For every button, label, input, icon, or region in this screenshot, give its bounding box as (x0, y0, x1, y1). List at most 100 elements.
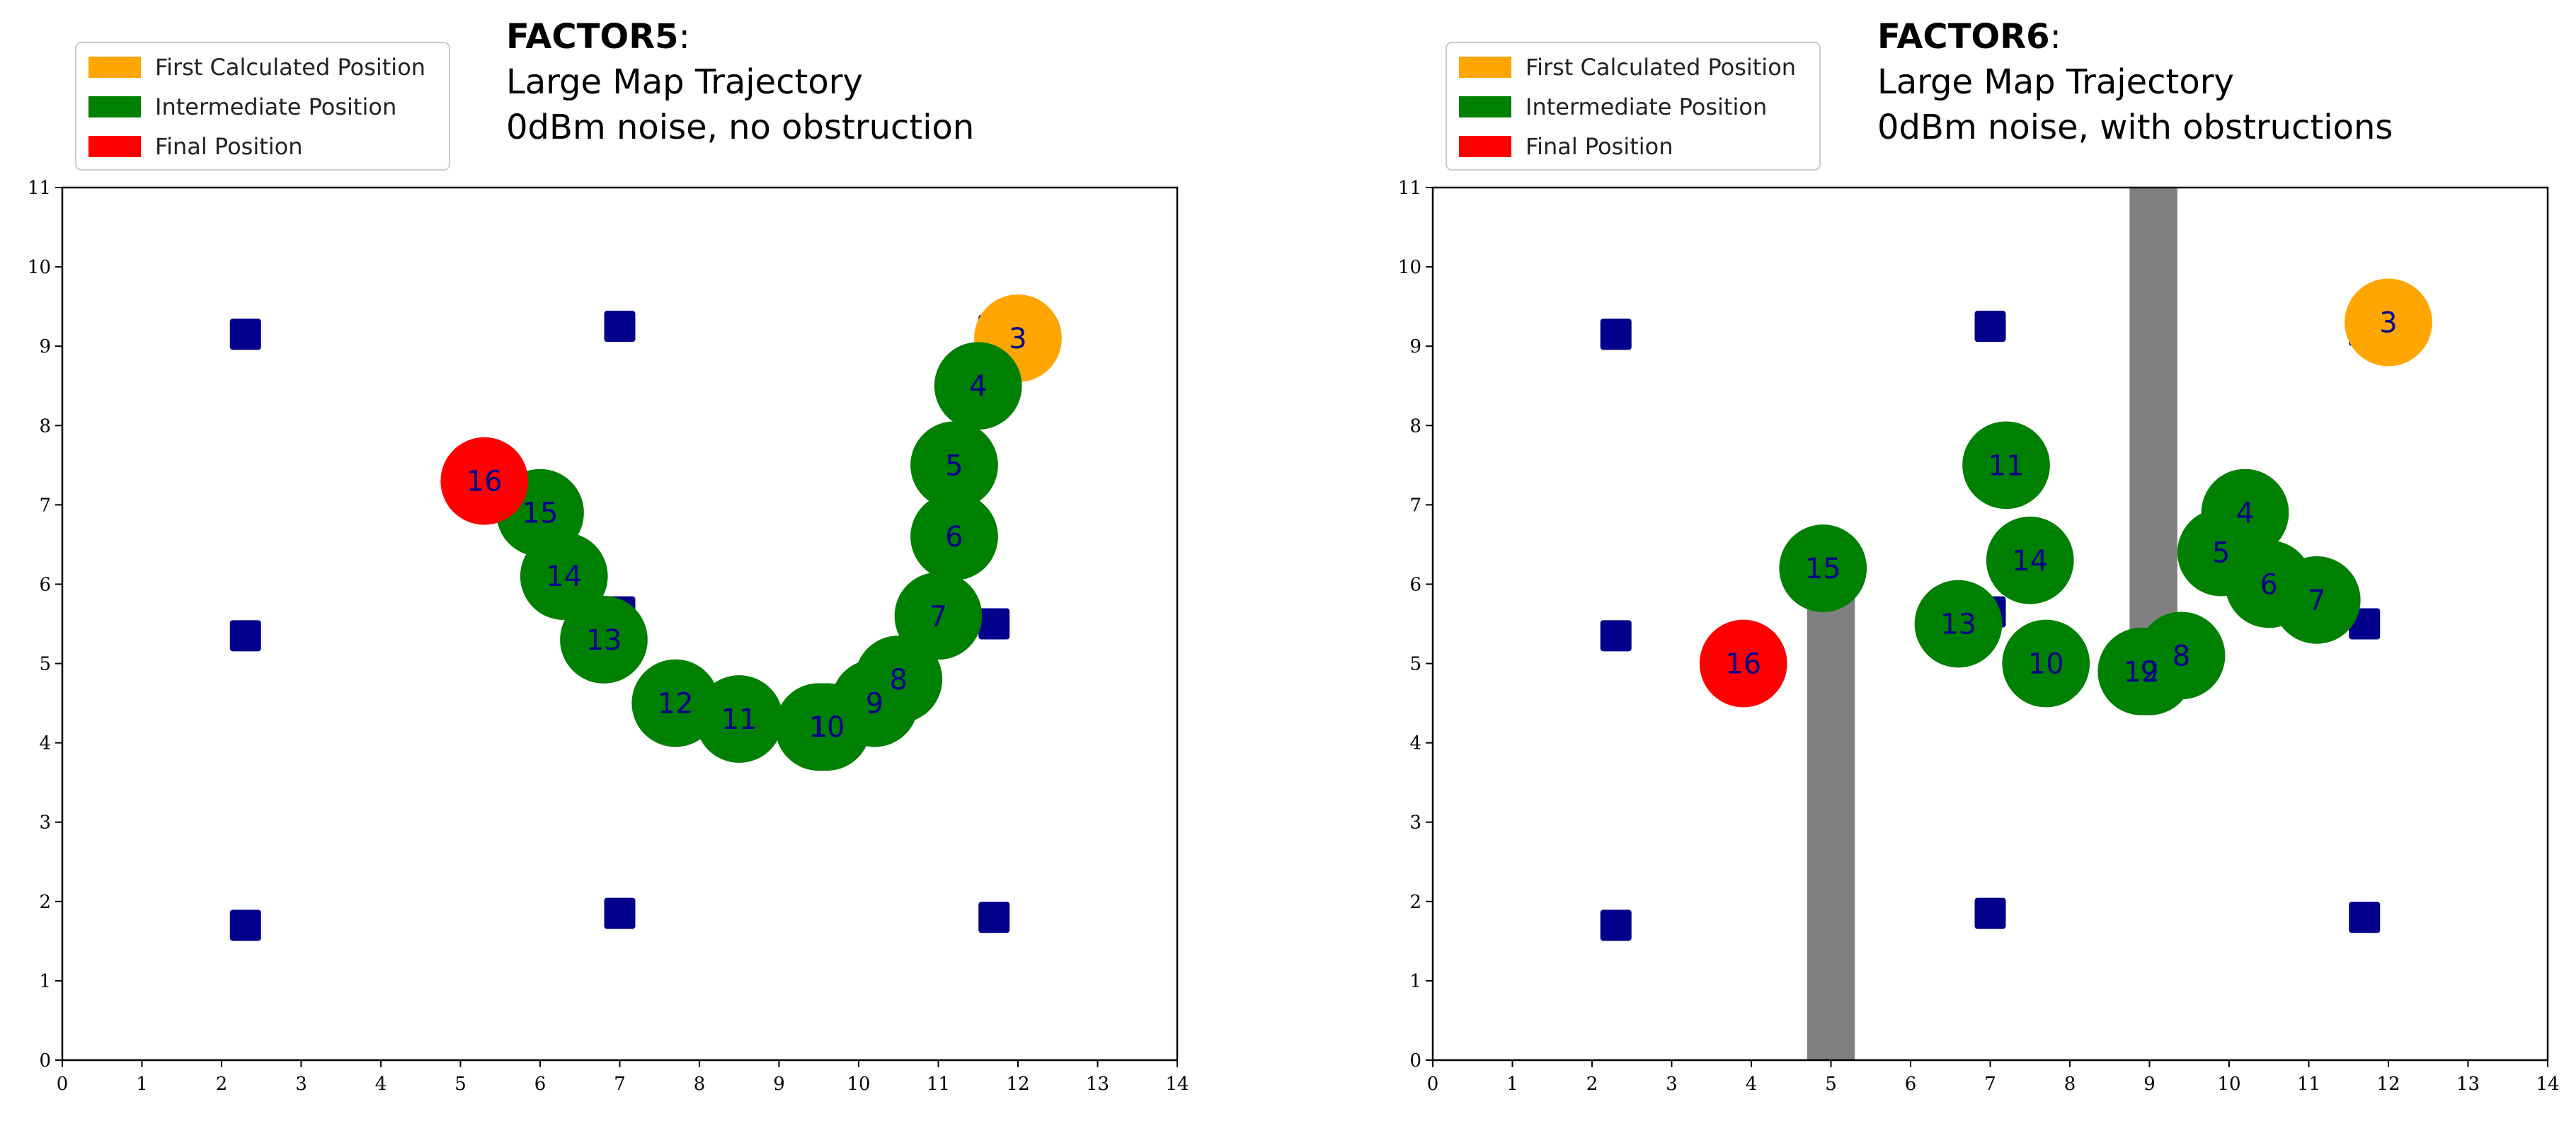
legend-frame (75, 42, 450, 171)
position-intermediate-circle (2272, 556, 2361, 644)
position-label: 12 (658, 688, 694, 720)
position-intermediate-circle (783, 683, 871, 771)
legend-swatch-final (1459, 136, 1511, 157)
position-final-circle (1699, 619, 1787, 708)
position-intermediate-circle (934, 342, 1022, 430)
anchor-square (2349, 902, 2381, 933)
obstruction-wall (2129, 188, 2177, 664)
x-tick-label: 4 (1746, 1074, 1758, 1095)
obstruction-wall (1807, 584, 1855, 1060)
legend-swatch-final (88, 136, 141, 157)
y-tick-label: 2 (39, 892, 51, 913)
y-tick-label: 10 (1398, 257, 1421, 278)
x-tick-label: 1 (136, 1074, 148, 1095)
legend-label: Final Position (155, 133, 303, 160)
x-tick-label: 11 (927, 1074, 950, 1095)
position-label: 14 (2012, 545, 2048, 577)
position-intermediate-circle (1962, 421, 2050, 510)
anchor-square (604, 311, 636, 343)
position-label: 15 (1805, 553, 1841, 585)
position-label: 12 (2124, 656, 2160, 689)
chart-panel-factor6: 0 1 2 3 4 5 6 7 8 9 10 11 12 13 1401234567891011FACTOR… (1398, 17, 2560, 1095)
x-tick-label: 14 (1165, 1074, 1189, 1095)
position-intermediate-circle (894, 572, 983, 660)
anchor-square (229, 318, 261, 350)
position-intermediate-circle (560, 596, 648, 684)
position-label: 16 (466, 466, 503, 498)
chart-title-suffix: : (2050, 17, 2061, 57)
x-tick-label: 1 (1506, 1074, 1518, 1095)
x-tick-label: 7 (614, 1074, 626, 1095)
position-label: 15 (522, 498, 559, 530)
chart-title-bold: FACTOR5 (506, 17, 679, 57)
y-tick-label: 7 (1409, 495, 1421, 516)
x-tick-label: 6 (1905, 1074, 1917, 1095)
x-tick-label: 3 (295, 1074, 307, 1095)
x-tick-label: 8 (694, 1074, 706, 1095)
x-tick-label: 3 (1666, 1074, 1678, 1095)
anchor-square (978, 608, 1010, 640)
position-label: 3 (2379, 307, 2397, 340)
x-tick-label: 8 (2064, 1074, 2076, 1095)
y-tick-label: 8 (39, 415, 51, 437)
x-tick-label: 7 (1984, 1074, 1996, 1095)
y-tick-label: 1 (1409, 971, 1421, 992)
position-label: 4 (969, 370, 987, 403)
x-tick-label: 12 (1006, 1074, 1029, 1095)
legend-label: Final Position (1525, 133, 1673, 160)
x-tick-label: 13 (1086, 1074, 1109, 1095)
x-tick-label: 0 (57, 1074, 69, 1095)
x-tick-label: 9 (2143, 1074, 2156, 1095)
position-label: 10 (809, 711, 845, 744)
position-label: 14 (546, 560, 582, 593)
legend-swatch-first (88, 57, 141, 78)
y-tick-label: 6 (1409, 574, 1421, 595)
y-tick-label: 0 (1409, 1050, 1421, 1071)
legend: First Calculated Position Intermediate Po… (75, 42, 450, 171)
legend-swatch-first (1459, 57, 1511, 78)
anchor-square (1600, 909, 1632, 941)
anchor-square (1974, 897, 2006, 929)
legend-swatch-intermediate (88, 96, 141, 117)
position-label: 7 (2308, 585, 2325, 617)
position-intermediate-circle (1986, 516, 2074, 604)
anchor-square (1600, 620, 1632, 652)
position-label: 1 (810, 711, 828, 744)
chart-title-bold: FACTOR6 (1877, 17, 2050, 57)
position-intermediate-circle (631, 659, 720, 747)
position-intermediate-circle (1914, 580, 2003, 668)
anchor-square (1974, 311, 2006, 343)
y-tick-label: 10 (28, 257, 51, 278)
chart-title-suffix: : (679, 17, 690, 57)
position-label: 4 (2236, 498, 2254, 530)
anchor-square (229, 620, 261, 652)
y-tick-label: 7 (39, 495, 51, 516)
chart-subtitle-line: 0dBm noise, no obstruction (506, 108, 974, 147)
x-tick-label: 5 (454, 1074, 466, 1095)
position-label: 6 (2260, 568, 2278, 601)
position-label: 5 (945, 449, 963, 482)
x-tick-label: 2 (1586, 1074, 1598, 1095)
x-tick-label: 10 (2217, 1074, 2240, 1095)
y-tick-label: 3 (1409, 812, 1421, 834)
y-tick-label: 8 (1409, 415, 1421, 437)
y-tick-label: 2 (1409, 892, 1421, 913)
position-intermediate-circle (910, 493, 998, 581)
chart-subtitle-line: Large Map Trajectory (1877, 62, 2234, 102)
legend-swatch-intermediate (1459, 96, 1511, 117)
chart-panel-factor5: 0 1 2 3 4 5 6 7 8 9 10 11 12 13 1401234567891011FACTOR… (28, 17, 1189, 1095)
y-tick-label: 9 (39, 336, 51, 357)
chart-subtitle-line: 0dBm noise, with obstructions (1877, 108, 2393, 147)
chart-subtitle-line: Large Map Trajectory (506, 62, 863, 102)
position-label: 7 (929, 600, 947, 633)
y-tick-label: 9 (1409, 336, 1421, 357)
y-tick-label: 5 (39, 654, 51, 675)
position-first-circle (2345, 278, 2432, 367)
y-tick-label: 1 (39, 971, 51, 992)
x-tick-label: 13 (2456, 1074, 2480, 1095)
y-tick-label: 3 (39, 812, 51, 834)
position-label: 8 (890, 664, 908, 696)
position-intermediate-circle (910, 421, 998, 510)
position-label: 10 (2028, 648, 2064, 681)
